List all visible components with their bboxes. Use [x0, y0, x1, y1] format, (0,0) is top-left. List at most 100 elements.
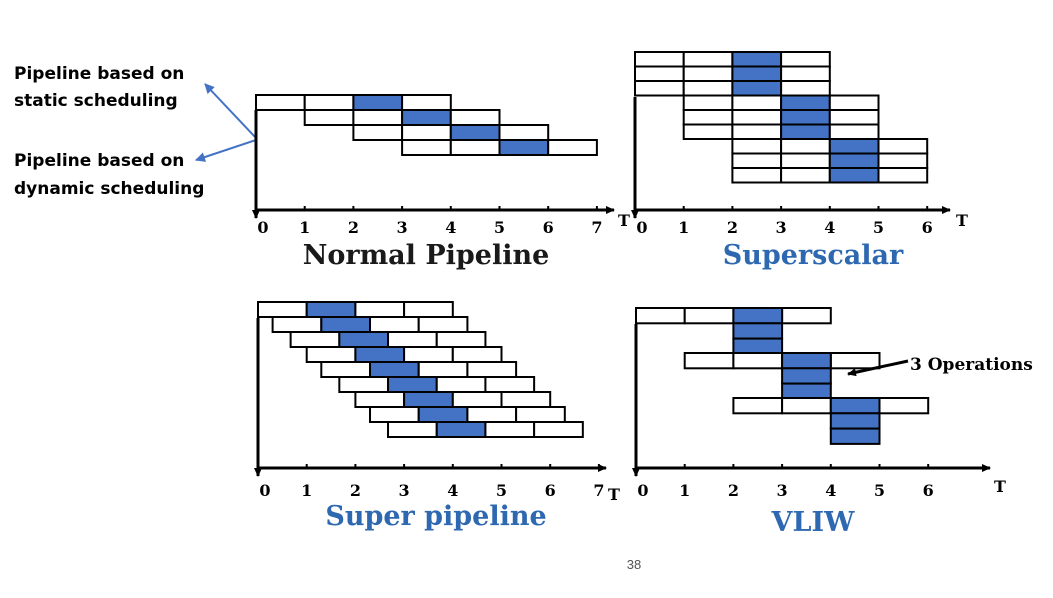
execute-stage-cell [731, 65, 783, 82]
x-tick-label: 2 [727, 218, 738, 237]
pipeline-stage-cell [435, 376, 487, 393]
execute-stage-cell [781, 367, 832, 385]
pipeline-stage-cell [732, 352, 784, 370]
pipeline-stage-cell [271, 316, 323, 333]
pipeline-stage-cell [303, 94, 355, 111]
x-tick-label: 1 [301, 481, 312, 500]
operations-callout: 3 Operations [847, 355, 1033, 377]
pipeline-stage-cell [781, 307, 832, 325]
execute-stage-cell [829, 427, 881, 445]
execute-stage-cell [320, 316, 372, 333]
pipeline-stage-cell [255, 94, 306, 111]
pipeline-stage-cell [449, 109, 501, 126]
execute-stage-cell [387, 376, 438, 393]
pipeline-stage-cell [401, 139, 452, 156]
x-tick-label: 5 [873, 218, 884, 237]
diagram-title: Super pipeline [325, 501, 546, 532]
note-dynamic-line1: Pipeline based on [14, 151, 184, 171]
execute-stage-cell [352, 94, 404, 111]
pipeline-stage-cell [369, 316, 420, 333]
diagram-title: Normal Pipeline [303, 240, 550, 271]
callout-label: 3 Operations [910, 355, 1033, 375]
pipeline-stage-cell [435, 331, 487, 348]
execute-stage-cell [449, 124, 501, 141]
pipeline-stage-cell [466, 361, 518, 378]
execute-stage-cell [828, 167, 880, 184]
pipeline-stage-cell [780, 167, 831, 184]
x-tick-label: 0 [257, 218, 268, 237]
x-tick-label: 4 [447, 481, 458, 500]
super-pipeline-diagram: 0 1 2 3 4 5 6 7 T Super pipeline [254, 301, 620, 532]
pipeline-stage-cell [731, 123, 783, 140]
vliw-diagram: 0 1 2 3 4 5 6 T VLIW [632, 307, 1006, 538]
pipeline-stage-cell [731, 152, 783, 169]
pipeline-stage-cell [828, 94, 880, 111]
x-axis-unit-label: T [618, 211, 630, 230]
note-dynamic-line2: dynamic scheduling [14, 179, 204, 199]
pipeline-stage-cell [403, 301, 454, 318]
x-tick-label: 2 [348, 218, 359, 237]
pipeline-stage-cell [515, 406, 566, 423]
execute-stage-cell [338, 331, 390, 348]
pipeline-stage-cell [533, 421, 584, 438]
x-tick-label: 6 [922, 218, 933, 237]
execute-stage-cell [401, 109, 452, 126]
pipeline-stage-cell [401, 94, 452, 111]
x-axis-unit-label: T [956, 211, 968, 230]
x-tick-label: 1 [678, 218, 689, 237]
execute-stage-cell [780, 94, 831, 111]
pipeline-stage-cell [417, 361, 469, 378]
pipeline-stage-cell [338, 376, 390, 393]
execute-stage-cell [731, 80, 783, 97]
pipeline-stage-cell [369, 406, 420, 423]
normal-pipeline-diagram: 0 1 2 3 4 5 6 7 T Normal Pipeline [252, 94, 630, 271]
execute-stage-cell [828, 138, 880, 155]
pipeline-stage-cell [731, 138, 783, 155]
pipeline-stage-cell [403, 346, 454, 363]
superscalar-diagram: 0 1 2 3 4 5 6 T Superscalar [631, 51, 968, 271]
x-tick-label: 5 [874, 481, 885, 500]
execute-stage-cell [369, 361, 420, 378]
x-tick-label: 1 [299, 218, 310, 237]
pipeline-stage-cell [780, 65, 831, 82]
execute-stage-cell [417, 406, 469, 423]
pipeline-stage-cell [466, 406, 518, 423]
execute-stage-cell [781, 382, 832, 400]
scheduling-notes: Pipeline based on static scheduling Pipe… [14, 64, 257, 199]
execute-stage-cell [732, 322, 784, 340]
execute-stage-cell [732, 337, 784, 355]
pipeline-stage-cell [731, 94, 783, 111]
pipeline-stage-cell [828, 123, 880, 140]
note-static-line1: Pipeline based on [14, 64, 184, 84]
pipeline-stage-cell [780, 51, 831, 68]
execute-stage-cell [781, 352, 832, 370]
x-tick-label: 4 [445, 218, 456, 237]
x-tick-label: 5 [494, 218, 505, 237]
x-tick-label: 6 [545, 481, 556, 500]
pipeline-stage-cell [732, 397, 784, 415]
page-number: 38 [627, 557, 641, 572]
pipeline-stage-cell [387, 331, 438, 348]
execute-stage-cell [498, 139, 550, 156]
pipeline-stage-cell [498, 124, 550, 141]
static-pointer-arrow [204, 83, 257, 139]
x-tick-label: 1 [679, 481, 690, 500]
pipeline-stage-cell [354, 301, 406, 318]
execute-stage-cell [354, 346, 406, 363]
pipeline-stage-cell [484, 421, 536, 438]
pipeline-stage-cell [289, 331, 341, 348]
pipeline-stage-cell [682, 123, 734, 140]
execute-stage-cell [829, 412, 881, 430]
x-tick-label: 3 [776, 218, 787, 237]
execute-stage-cell [403, 391, 454, 408]
pipeline-stage-cell [305, 346, 357, 363]
pipeline-stage-cell [731, 167, 783, 184]
x-tick-label: 6 [543, 218, 554, 237]
pipeline-stage-cell [780, 80, 831, 97]
execute-stage-cell [305, 301, 357, 318]
pipeline-stage-cell [877, 152, 929, 169]
execute-stage-cell [828, 152, 880, 169]
pipeline-stage-cell [635, 307, 686, 325]
pipeline-stage-cell [354, 391, 406, 408]
diagram-title: VLIW [771, 507, 856, 538]
